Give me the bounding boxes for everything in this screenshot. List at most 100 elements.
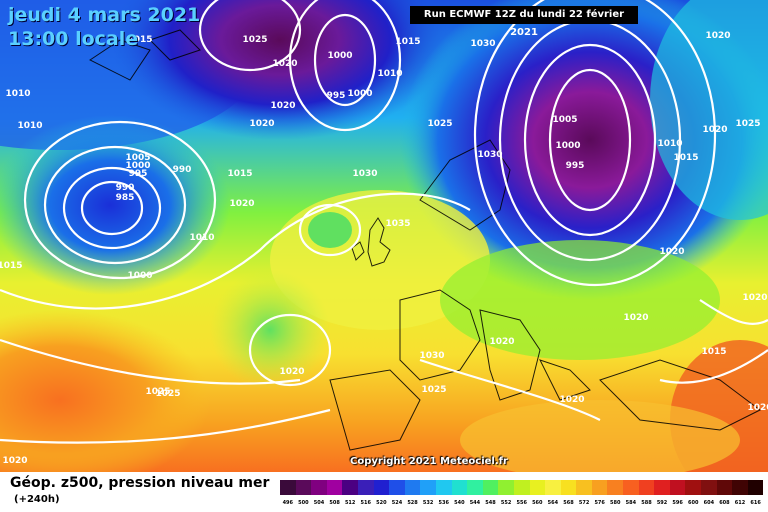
scale-label: 540 [454, 500, 465, 506]
scale-swatch [638, 480, 655, 495]
scale-swatch [747, 480, 764, 495]
scale-swatch [389, 480, 405, 495]
isobar-label: 1025 [735, 119, 760, 129]
scale-label: 512 [344, 500, 356, 506]
scale-swatch [435, 480, 452, 495]
scale-swatch [591, 480, 608, 495]
isobar-label: 1020 [489, 337, 514, 347]
isobar-label: 995 [129, 169, 148, 179]
isobar-label: 1015 [673, 153, 698, 163]
isobar-label: 1020 [705, 31, 730, 41]
isobar-label: 1030 [470, 39, 495, 49]
scale-label: 572 [578, 500, 590, 506]
scale-label: 560 [532, 500, 543, 506]
scale-swatch [545, 480, 561, 495]
isobar-label: 995 [327, 91, 346, 101]
isobar-label: 1030 [477, 150, 502, 160]
isobar-label: 1020 [249, 119, 274, 129]
scale-label: 588 [641, 500, 652, 506]
isobar-label: 1035 [385, 219, 410, 229]
scale-label: 524 [391, 500, 403, 506]
color-scale [280, 480, 764, 495]
isobar-label: 1020 [559, 395, 584, 405]
isobar-label: 1000 [127, 271, 152, 281]
scale-swatch [467, 480, 483, 495]
isobar-label: 1010 [17, 121, 42, 131]
isobar-label: 1010 [189, 233, 214, 243]
scale-label: 604 [703, 500, 715, 506]
isobar-label: 1025 [427, 119, 452, 129]
scale-swatch [404, 480, 421, 495]
isobar-label: 1015 [395, 37, 420, 47]
scale-label: 596 [672, 500, 683, 506]
scale-swatch [732, 480, 748, 495]
scale-label: 536 [438, 500, 449, 506]
scale-label: 496 [282, 500, 294, 506]
scale-label: 508 [329, 500, 340, 506]
forecast-time: 13:00 locale [8, 28, 139, 50]
isobar-label: 1015 [0, 261, 23, 271]
scale-label: 500 [298, 500, 309, 506]
scale-swatch [498, 480, 514, 495]
isobar-label: 1020 [229, 199, 254, 209]
isobar-label: 1015 [127, 35, 152, 45]
scale-swatch [420, 480, 436, 495]
isobar-label: 1000 [347, 89, 372, 99]
isobar-label: 1005 [552, 115, 577, 125]
isobar-label: 1005 [125, 153, 150, 163]
scale-label: 600 [688, 500, 699, 506]
isobar-label: 1020 [272, 59, 297, 69]
isobar-label: 1000 [125, 161, 150, 171]
isobar-label: 1010 [377, 69, 402, 79]
isobar-label: 990 [116, 183, 135, 193]
scale-label: 556 [516, 500, 527, 506]
scale-swatch [280, 480, 296, 495]
scale-swatch [357, 480, 374, 495]
isobar-label: 1030 [419, 351, 444, 361]
isobar-label: 1025 [421, 385, 446, 395]
scale-swatch [326, 480, 343, 495]
scale-label: 544 [469, 500, 481, 506]
scale-label: 608 [719, 500, 730, 506]
scale-swatch [685, 480, 702, 495]
scale-label: 516 [360, 500, 371, 506]
isobar-label: 1000 [327, 51, 352, 61]
scale-swatch [513, 480, 530, 495]
isobar-label: 995 [566, 161, 585, 171]
scale-swatch [576, 480, 592, 495]
scale-swatch [373, 480, 390, 495]
scale-label: 616 [750, 500, 761, 506]
isobar-label: 1020 [279, 367, 304, 377]
scale-label: 504 [313, 500, 325, 506]
scale-label: 520 [376, 500, 387, 506]
forecast-date: jeudi 4 mars 2021 [8, 4, 201, 26]
scale-label: 552 [500, 500, 512, 506]
isobar-label: 1010 [5, 89, 30, 99]
scale-label: 532 [422, 500, 434, 506]
scale-swatch [295, 480, 312, 495]
forecast-range: (+240h) [14, 494, 60, 505]
isobar-label: 1010 [657, 139, 682, 149]
isobar-label: 1020 [270, 101, 295, 111]
model-run-label: Run ECMWF 12Z du lundi 22 février 2021 [410, 6, 638, 38]
scale-swatch [607, 480, 624, 495]
scale-swatch [669, 480, 686, 495]
scale-label: 612 [734, 500, 746, 506]
isobar-label: 1020 [747, 403, 768, 413]
scale-label: 548 [485, 500, 496, 506]
isobar-label: 1025 [155, 389, 180, 399]
isobar-label: 985 [116, 193, 135, 203]
scale-swatch [342, 480, 358, 495]
scale-swatch [311, 480, 327, 495]
isobar-label: 1020 [659, 247, 684, 257]
isobar-label: 1000 [555, 141, 580, 151]
isobar-label: 1015 [227, 169, 252, 179]
scale-swatch [716, 480, 733, 495]
scale-swatch [560, 480, 577, 495]
isobar-label: 1025 [242, 35, 267, 45]
isobar-label: 1030 [352, 169, 377, 179]
isobar-label: 1020 [623, 313, 648, 323]
scale-label: 528 [407, 500, 418, 506]
isobar-label: 1025 [145, 387, 170, 397]
